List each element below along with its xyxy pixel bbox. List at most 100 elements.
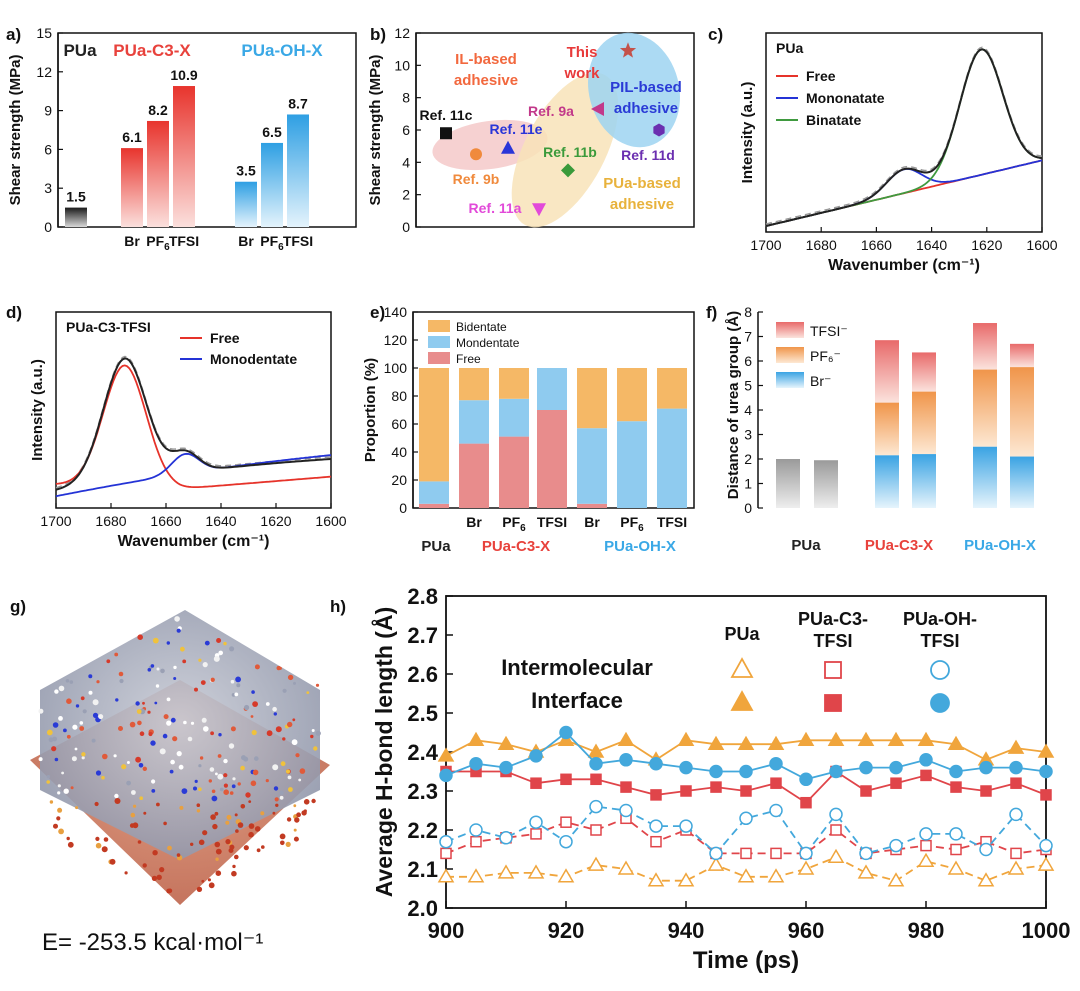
atom: [142, 766, 147, 771]
data-point: [887, 872, 905, 887]
legend-column-title: TFSI: [921, 631, 960, 651]
data-point: [530, 777, 542, 789]
data-label: 6.5: [262, 124, 282, 140]
panel-label: c): [708, 25, 723, 44]
y-tick-label: 40: [391, 444, 407, 460]
y-tick-label: 0: [44, 219, 52, 235]
atom: [196, 886, 203, 892]
data-point: [949, 827, 963, 841]
data-point: [887, 731, 905, 747]
region-pua: [511, 72, 619, 228]
atom: [115, 698, 119, 702]
group-title: PUa: [63, 41, 97, 60]
atom: [235, 676, 242, 683]
data-point: [707, 735, 725, 750]
atom: [113, 754, 117, 758]
atom: [208, 882, 215, 889]
atom: [272, 811, 276, 815]
atom: [279, 790, 284, 795]
data-point: [950, 781, 962, 793]
data-point: [650, 835, 662, 848]
atom: [126, 780, 131, 786]
y-tick-label: 6: [44, 141, 52, 157]
atom: [240, 765, 245, 771]
bar-segment-pf6: [973, 369, 997, 447]
stacked-bar-segment: [499, 398, 529, 437]
atom: [166, 697, 171, 702]
stacked-bar-segment: [617, 421, 647, 508]
data-point: [860, 785, 872, 797]
atom: [218, 733, 222, 737]
atom: [114, 793, 119, 799]
point-label: Ref. 11a: [469, 200, 522, 216]
data-point: [799, 772, 813, 787]
y-tick-label: 15: [36, 25, 52, 41]
data-point: [1039, 764, 1053, 779]
stacked-bar-segment: [577, 503, 607, 508]
y-tick-label: 2.0: [407, 896, 438, 921]
y-tick-label: 10: [394, 57, 410, 73]
fit-sum: [765, 48, 1043, 227]
legend-row-label: Interface: [531, 688, 623, 713]
y-tick-label: 6: [402, 122, 410, 138]
atom: [196, 809, 201, 813]
atom: [215, 857, 219, 861]
panel-e-stacked-bar-chart: 0 20 40 60 80 100 120 140 Proportion (%) Bidentat…: [362, 304, 695, 555]
y-axis-label: Shear strength (MPa): [7, 55, 24, 206]
data-point: [829, 764, 843, 779]
atom: [202, 662, 208, 668]
atom: [57, 784, 61, 788]
data-point: [917, 852, 935, 867]
atom: [273, 712, 277, 716]
x-axis-label: Wavenumber (cm⁻¹): [828, 257, 980, 274]
data-point: [980, 785, 992, 797]
atom: [57, 791, 61, 795]
data-point: [497, 735, 515, 750]
marker-triangle-left: [591, 101, 604, 116]
atom: [148, 731, 153, 737]
data-point: [587, 856, 605, 871]
atom: [46, 775, 51, 779]
atom: [295, 753, 300, 758]
atom: [214, 811, 219, 816]
atom: [299, 768, 306, 774]
atom: [103, 837, 109, 842]
x-tick-label: 920: [548, 918, 585, 943]
point-label: Ref. 11d: [621, 147, 675, 163]
panel-label: d): [6, 303, 22, 322]
legend-column-title: PUa-C3-: [798, 609, 868, 629]
atom: [190, 842, 194, 846]
data-point: [437, 868, 455, 883]
atom: [276, 665, 281, 671]
point-label: Ref. 9b: [453, 171, 500, 187]
atom: [70, 786, 74, 790]
atom: [229, 844, 235, 850]
atom: [286, 817, 292, 822]
data-point: [469, 823, 483, 837]
atom: [198, 658, 202, 662]
energy-label: E= -253.5 kcal·mol⁻¹: [42, 929, 263, 956]
atom: [303, 799, 310, 805]
legend-column-title: PUa: [724, 624, 760, 644]
stacked-bar-segment: [459, 443, 489, 508]
legend-label: Mondentate: [456, 336, 520, 350]
atom: [137, 720, 142, 726]
atom: [244, 704, 250, 711]
atom: [232, 864, 236, 869]
atom: [139, 731, 145, 736]
atom: [159, 867, 165, 873]
data-point: [589, 799, 603, 814]
data-point: [1040, 789, 1052, 801]
y-axis-label: Distance of urea group (Å): [725, 311, 742, 499]
data-point: [557, 731, 575, 747]
bar-segment-br: [912, 454, 936, 508]
atom: [208, 779, 212, 783]
atom: [169, 769, 174, 774]
bar: [776, 459, 800, 508]
atom: [88, 674, 93, 679]
bar: [121, 148, 143, 227]
x-tick-label: 900: [428, 918, 465, 943]
atom: [231, 784, 236, 789]
y-tick-label: 0: [399, 500, 407, 516]
x-tick-label: 1600: [315, 513, 346, 529]
